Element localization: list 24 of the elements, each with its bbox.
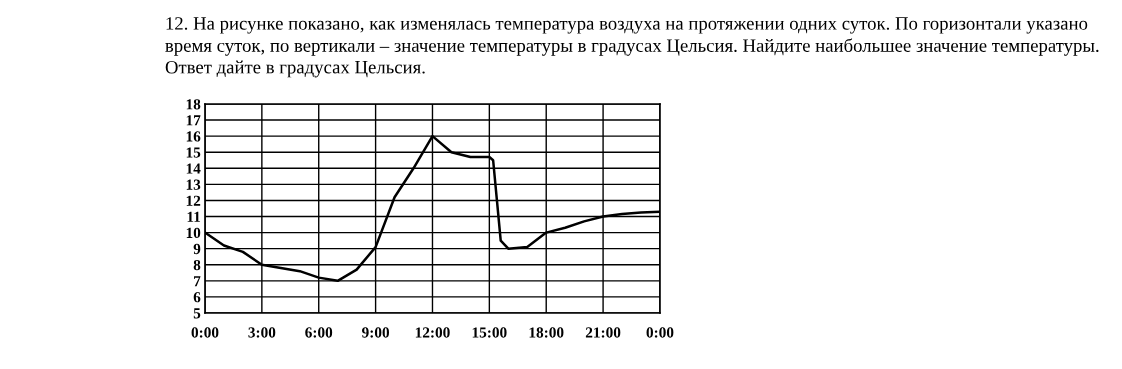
y-tick-label: 6 <box>193 292 201 303</box>
y-tick-label: 17 <box>186 115 201 126</box>
y-tick-label: 5 <box>193 308 201 319</box>
x-tick-label: 18:00 <box>529 327 564 338</box>
y-tick-label: 11 <box>187 211 201 222</box>
x-tick-label: 3:00 <box>248 327 276 338</box>
y-tick-label: 8 <box>193 259 201 271</box>
y-tick-label: 16 <box>186 131 201 142</box>
y-tick-label: 13 <box>186 179 201 190</box>
x-tick-label: 0:00 <box>646 327 674 338</box>
x-tick-label: 12:00 <box>415 327 450 338</box>
x-tick-label: 9:00 <box>362 327 390 338</box>
y-tick-label: 18 <box>186 99 201 110</box>
y-tick-label: 14 <box>186 163 201 174</box>
x-tick-label: 21:00 <box>585 327 621 338</box>
x-tick-label: 6:00 <box>305 327 333 338</box>
y-tick-label: 12 <box>186 195 201 206</box>
y-tick-label: 10 <box>186 227 201 239</box>
y-tick-label: 15 <box>186 147 201 158</box>
y-tick-label: 9 <box>193 243 201 255</box>
y-tick-label: 7 <box>194 276 201 287</box>
chart-title: 12. На рисунке показано, как изменялась температура воздуха на протяжении одних суток. По горизонтали указано время суток, по вертикали – значение температуры в градусах Цельсия. Найдите наибольшее значение температуры. Ответ дайте в градусах Цельсия. <box>165 17 1099 78</box>
x-tick-label: 0:00 <box>191 327 219 338</box>
x-tick-label: 15:00 <box>472 327 507 338</box>
